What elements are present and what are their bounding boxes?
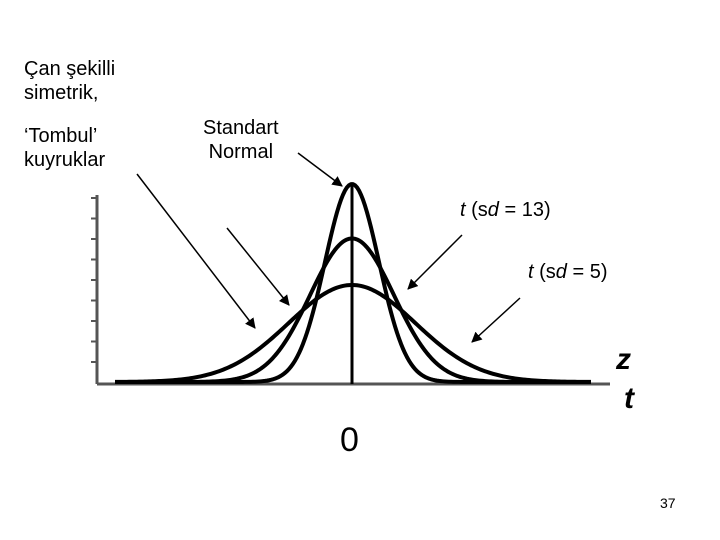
arrow-t13 bbox=[407, 234, 463, 290]
t13-post: = 13) bbox=[498, 199, 551, 221]
arrow-tails-1 bbox=[136, 173, 256, 329]
axis-z-label: z bbox=[616, 343, 631, 376]
arrow-standard bbox=[297, 152, 343, 187]
bell-shaped-line1: Çan şekilli bbox=[24, 58, 116, 80]
t13-d: d bbox=[487, 199, 499, 221]
arrow-t5 bbox=[471, 297, 521, 343]
t13-t: t bbox=[460, 199, 466, 221]
standard-normal-label: Standart Normal bbox=[203, 116, 279, 164]
t5-post: = 5) bbox=[566, 261, 608, 283]
t5-t: t bbox=[528, 261, 534, 283]
standard-normal-line1: Standart bbox=[203, 117, 279, 139]
fat-tails-label: ‘Tombul’ kuyruklar bbox=[24, 124, 105, 172]
bell-shaped-line2: simetrik, bbox=[24, 82, 99, 104]
fat-tails-line1: ‘Tombul’ bbox=[24, 125, 98, 147]
t13-label: t (sd = 13) bbox=[460, 198, 551, 222]
axis-t-label: t bbox=[624, 382, 634, 415]
standard-normal-line2: Normal bbox=[208, 141, 274, 163]
fat-tails-line2: kuyruklar bbox=[24, 149, 106, 171]
t13-pre: (s bbox=[465, 199, 488, 221]
t5-pre: (s bbox=[533, 261, 556, 283]
t5-d: d bbox=[555, 261, 567, 283]
page-number: 37 bbox=[660, 495, 676, 511]
arrow-tails-2 bbox=[226, 227, 290, 306]
t5-label: t (sd = 5) bbox=[528, 260, 607, 284]
bell-shaped-label: Çan şekilli simetrik, bbox=[24, 57, 115, 105]
zero-label: 0 bbox=[340, 421, 359, 459]
